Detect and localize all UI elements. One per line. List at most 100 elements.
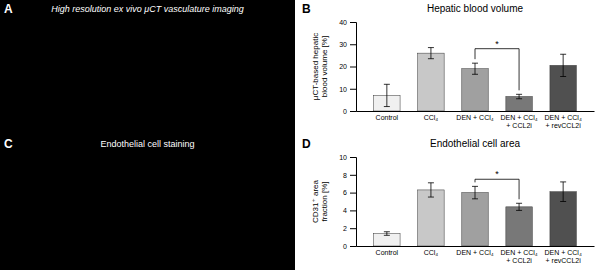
panel-heading: High resolution ex vivo μCT vasculature …	[51, 4, 244, 14]
y-axis-title: CD31⁺ areafraction [%]	[311, 180, 329, 223]
y-tick-label: 10	[339, 154, 347, 161]
significance-label: *	[495, 169, 499, 179]
panel-label: C	[4, 137, 13, 151]
x-tick: Control	[376, 114, 399, 121]
y-tick-mark	[350, 44, 356, 45]
figure: A High resolution ex vivo μCT vasculature…	[0, 0, 600, 270]
y-axis: 0 10 20 30 40	[339, 19, 356, 115]
bar	[418, 190, 444, 246]
y-tick-mark	[350, 175, 356, 176]
x-tick-label-line: Control	[376, 114, 399, 121]
x-tick-label-line: DEN + CCl₄	[456, 114, 493, 121]
y-tick-label: 20	[339, 63, 347, 70]
x-tick-label: DEN + CCl₄+ revCCL2i	[545, 114, 582, 129]
bar	[506, 207, 532, 246]
y-tick-label: 10	[339, 85, 347, 92]
x-tick-label-line: DEN + CCl₄	[545, 249, 582, 256]
y-tick-mark	[350, 67, 356, 68]
error-bar	[516, 94, 522, 98]
plot-area	[374, 48, 577, 111]
plot-area	[374, 179, 577, 246]
y-axis-title-line: μCT-based hepatic	[311, 33, 320, 100]
x-tick-label-line: DEN + CCl₄	[500, 114, 537, 121]
significance-bar	[475, 179, 519, 199]
error-bar	[560, 182, 566, 202]
x-tick-label: CCl₄	[424, 114, 439, 121]
x-tick-label-line: CCl₄	[424, 249, 439, 256]
y-tick-label: 40	[339, 19, 347, 26]
x-axis-line	[357, 246, 595, 247]
error-bar	[516, 203, 522, 210]
y-tick: 8	[343, 172, 356, 179]
x-tick: DEN + CCl₄	[456, 249, 493, 256]
y-tick-mark	[350, 193, 356, 194]
x-tick: CCl₄	[424, 114, 439, 121]
y-axis-title-line: fraction [%]	[320, 181, 329, 221]
y-axis-title-line: blood volume [%]	[320, 36, 329, 97]
image-panel	[0, 0, 295, 270]
y-tick-label: 0	[343, 108, 347, 115]
chart: 010203040ControlCCl₄DEN + CCl₄DEN + CCl₄…	[302, 2, 595, 129]
error-bar	[560, 54, 566, 76]
x-tick-label: Control	[376, 249, 399, 256]
y-axis-title: μCT-based hepaticblood volume [%]	[311, 33, 329, 100]
y-tick-mark	[350, 89, 356, 90]
x-tick: CCl₄	[424, 249, 439, 256]
y-tick-mark	[350, 210, 356, 211]
y-tick: 40	[339, 19, 356, 26]
y-tick: 2	[343, 225, 356, 232]
y-tick-mark	[350, 246, 356, 247]
error-bar	[428, 183, 434, 197]
y-tick: 0	[343, 243, 356, 250]
error-bar	[472, 63, 478, 74]
x-tick-label: DEN + CCl₄	[456, 249, 493, 256]
panel-heading: Endothelial cell staining	[100, 139, 194, 149]
chart-title: Hepatic blood volume	[427, 3, 524, 14]
y-tick-mark	[350, 157, 356, 158]
y-tick: 10	[339, 154, 356, 161]
error-bar	[384, 232, 390, 236]
error-bar	[384, 84, 390, 106]
panel-label: A	[4, 2, 13, 16]
x-tick: DEN + CCl₄+ revCCL2i	[545, 114, 582, 129]
y-tick-label: 0	[343, 243, 347, 250]
x-tick-label: DEN + CCl₄+ revCCL2i	[545, 249, 582, 264]
x-tick: DEN + CCl₄+ CCL2i	[500, 249, 537, 264]
y-tick-label: 6	[343, 189, 347, 196]
x-tick-label-line: DEN + CCl₄	[456, 249, 493, 256]
error-bar	[428, 48, 434, 59]
y-axis: 0 2 4 6 8 10	[339, 154, 356, 250]
y-tick-mark	[350, 111, 356, 112]
y-tick-label: 8	[343, 172, 347, 179]
x-tick-label: DEN + CCl₄+ CCL2i	[500, 249, 537, 264]
x-tick-label-line: + revCCL2i	[546, 122, 582, 129]
y-tick-mark	[350, 22, 356, 23]
y-tick-label: 2	[343, 225, 347, 232]
significance-label: *	[495, 39, 499, 49]
x-tick: DEN + CCl₄	[456, 114, 493, 121]
significance-bar	[475, 49, 519, 91]
x-tick: Control	[376, 249, 399, 256]
y-tick: 4	[343, 207, 356, 214]
x-tick-label-line: DEN + CCl₄	[545, 114, 582, 121]
y-tick: 0	[343, 108, 356, 115]
x-tick: DEN + CCl₄+ revCCL2i	[545, 249, 582, 264]
x-axis-line	[357, 111, 595, 112]
x-tick-label-line: + CCL2i	[506, 122, 532, 129]
y-tick-label: 30	[339, 41, 347, 48]
x-tick: DEN + CCl₄+ CCL2i	[500, 114, 537, 129]
y-axis-title-line: CD31⁺ area	[311, 180, 320, 223]
y-tick: 6	[343, 189, 356, 196]
x-tick-label-line: CCl₄	[424, 114, 439, 121]
x-tick-label: DEN + CCl₄+ CCL2i	[500, 114, 537, 129]
x-tick-label: DEN + CCl₄	[456, 114, 493, 121]
y-tick: 20	[339, 63, 356, 70]
y-tick-label: 4	[343, 207, 347, 214]
image-panel-group: A High resolution ex vivo μCT vasculature…	[0, 0, 295, 270]
x-tick-label-line: DEN + CCl₄	[500, 249, 537, 256]
y-axis-line	[350, 23, 357, 112]
x-tick-label: CCl₄	[424, 249, 439, 256]
bar	[418, 53, 444, 111]
panel-label: B	[302, 2, 311, 16]
y-tick-mark	[350, 228, 356, 229]
